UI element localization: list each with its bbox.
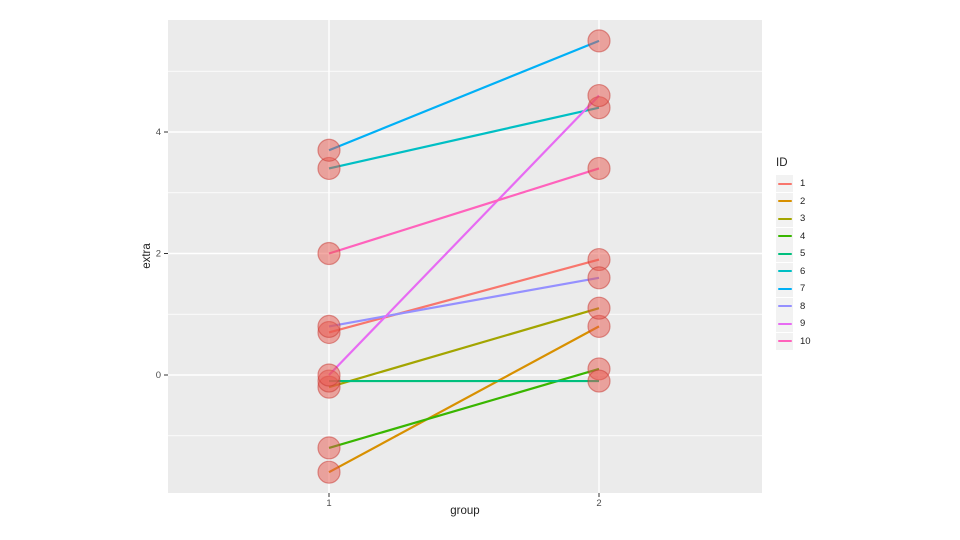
legend: ID 1 2 3 4 5 6 7 8 9 10 <box>776 157 811 350</box>
series-line-3 <box>328 307 600 389</box>
legend-label-7: 7 <box>800 283 806 295</box>
legend-label-3: 3 <box>800 213 806 225</box>
legend-key-4 <box>776 227 793 245</box>
legend-line-swatch <box>777 322 792 325</box>
legend-label-8: 8 <box>800 300 806 312</box>
data-point <box>587 296 611 320</box>
series-line-9 <box>328 94 600 376</box>
legend-key-3 <box>776 210 793 228</box>
data-point <box>587 266 611 290</box>
legend-key-1 <box>776 175 793 193</box>
data-point <box>587 369 611 393</box>
data-point <box>317 241 341 266</box>
legend-item: 9 <box>776 315 811 333</box>
legend-key-8 <box>776 297 793 315</box>
legend-line-swatch <box>777 287 792 290</box>
legend-key-10 <box>776 332 793 350</box>
y-tick-label: 0 <box>156 370 161 381</box>
plot-panel <box>168 20 762 493</box>
legend-item: 5 <box>776 245 811 263</box>
data-point <box>587 29 611 53</box>
legend-item: 3 <box>776 210 811 228</box>
legend-item: 8 <box>776 297 811 316</box>
data-point <box>317 460 341 484</box>
y-axis-title: extra <box>141 243 153 269</box>
data-point <box>317 363 341 387</box>
legend-label-4: 4 <box>800 230 806 242</box>
data-point <box>317 138 341 162</box>
legend-line-swatch <box>777 182 792 185</box>
series-line-2 <box>328 325 600 474</box>
x-tick-label: 2 <box>596 498 601 509</box>
data-point <box>587 83 611 108</box>
legend-line-swatch <box>777 252 792 255</box>
legend-key-5 <box>776 245 793 263</box>
legend-label-5: 5 <box>800 248 806 260</box>
legend-label-10: 10 <box>800 335 811 347</box>
y-tick-label: 4 <box>156 127 161 138</box>
legend-key-2 <box>776 192 793 210</box>
x-axis-title: group <box>450 505 480 517</box>
data-point <box>587 156 611 181</box>
series-line-1 <box>328 258 600 334</box>
legend-items: 1 2 3 4 5 6 7 8 9 10 <box>776 175 811 350</box>
legend-label-1: 1 <box>800 178 806 190</box>
legend-key-7 <box>776 280 793 298</box>
legend-key-6 <box>776 262 793 280</box>
legend-item: 4 <box>776 227 811 246</box>
series-line-8 <box>328 276 600 328</box>
data-point <box>317 436 341 460</box>
series-line-7 <box>328 39 600 152</box>
legend-line-swatch <box>777 305 792 308</box>
y-tick-label: 2 <box>156 249 161 260</box>
legend-line-swatch <box>777 340 792 343</box>
legend-label-6: 6 <box>800 265 806 277</box>
legend-label-2: 2 <box>800 195 806 207</box>
legend-item: 10 <box>776 332 811 351</box>
legend-line-swatch <box>777 235 792 238</box>
legend-item: 2 <box>776 192 811 211</box>
x-tick-label: 1 <box>326 498 331 509</box>
legend-key-9 <box>776 315 793 333</box>
legend-line-swatch <box>777 270 792 273</box>
series-line-10 <box>328 167 600 255</box>
legend-item: 7 <box>776 280 811 298</box>
legend-label-9: 9 <box>800 318 806 330</box>
legend-title: ID <box>776 157 788 169</box>
legend-item: 6 <box>776 262 811 281</box>
series-line-6 <box>328 106 600 170</box>
data-point <box>317 314 341 338</box>
legend-item: 1 <box>776 175 811 193</box>
legend-line-swatch <box>777 217 792 220</box>
legend-line-swatch <box>777 200 792 203</box>
